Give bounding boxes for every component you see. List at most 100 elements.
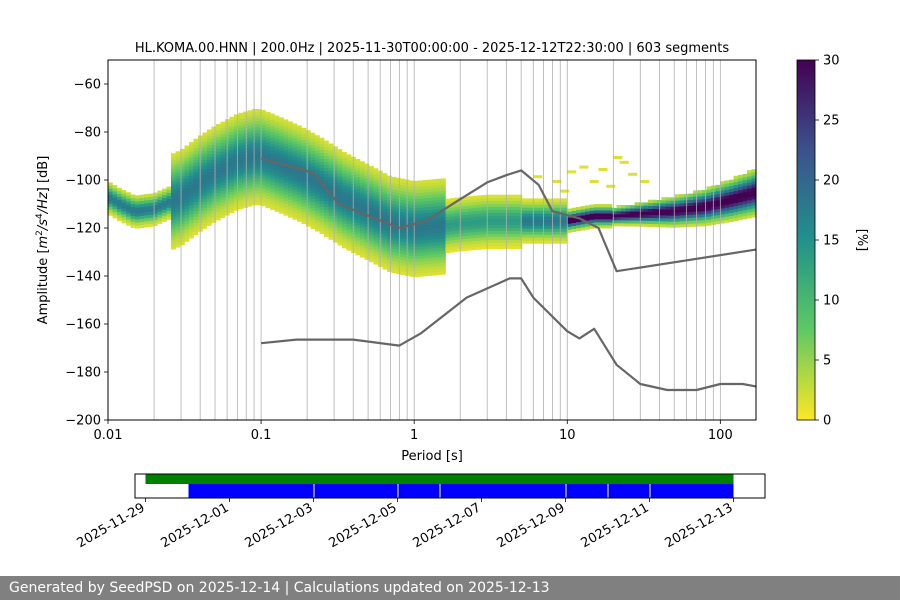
heatmap-cell <box>319 209 325 213</box>
heatmap-cell <box>697 202 703 206</box>
heatmap-cell <box>234 204 239 208</box>
heatmap-cell <box>396 204 401 209</box>
heatmap-cell <box>544 207 550 211</box>
heatmap-cell <box>355 189 361 193</box>
heatmap-cell <box>319 206 325 210</box>
heatmap-cell <box>409 243 415 247</box>
heatmap-cell <box>738 210 743 215</box>
colorbar-tick-label: 20 <box>823 174 840 189</box>
heatmap-cell <box>301 220 307 225</box>
heatmap-cell <box>279 186 284 190</box>
heatmap-cell <box>423 243 428 247</box>
heatmap-cell <box>477 237 482 241</box>
heatmap-cell <box>553 207 559 211</box>
heatmap-cell <box>508 209 514 213</box>
heatmap-cell <box>513 197 518 201</box>
heatmap-cell <box>382 266 388 270</box>
heatmap-cell <box>346 166 352 170</box>
heatmap-cell <box>702 214 707 218</box>
heatmap-cell <box>400 268 406 272</box>
heatmap-cell <box>414 258 419 263</box>
heatmap-cell <box>274 115 280 119</box>
heatmap-cell <box>216 187 221 191</box>
heatmap-cell <box>553 228 559 232</box>
heatmap-cell <box>459 248 464 252</box>
heatmap-cell <box>297 134 302 138</box>
heatmap-cell <box>193 168 199 172</box>
heatmap-cell <box>288 166 293 170</box>
heatmap-cell <box>729 197 734 201</box>
heatmap-cell <box>328 146 334 150</box>
heatmap-cell <box>441 214 446 218</box>
heatmap-cell <box>513 245 518 249</box>
heatmap-cell <box>256 118 262 122</box>
heatmap-cell <box>229 122 235 127</box>
heatmap-cell <box>333 152 338 156</box>
heatmap-cell <box>454 245 460 249</box>
heatmap-cell <box>427 233 433 237</box>
heatmap-cell <box>481 198 487 202</box>
heatmap-cell <box>477 204 482 208</box>
heatmap-cell <box>400 256 406 260</box>
heatmap-cell <box>342 221 347 225</box>
heatmap-cell <box>148 199 154 203</box>
heatmap-cell <box>508 194 514 198</box>
heatmap-cell <box>634 208 640 212</box>
heatmap-cell <box>643 217 649 221</box>
heatmap-cell <box>463 202 469 206</box>
heatmap-cell <box>117 196 122 201</box>
heatmap-cell <box>373 246 379 250</box>
heatmap-cell <box>265 123 271 128</box>
heatmap-cell <box>130 212 136 216</box>
heatmap-cell <box>450 222 455 226</box>
heatmap-cell <box>229 173 235 178</box>
heatmap-cell <box>382 173 388 177</box>
heatmap-cell <box>364 175 370 179</box>
heatmap-cell <box>211 147 217 151</box>
period-gridlines <box>153 60 721 420</box>
heatmap-cell <box>499 230 505 234</box>
heatmap-cell <box>342 233 347 237</box>
heatmap-cell <box>517 239 523 243</box>
heatmap-cell <box>526 237 532 241</box>
heatmap-cell <box>445 234 451 238</box>
heatmap-cell <box>450 201 455 205</box>
heatmap-cell <box>382 212 388 216</box>
heatmap-cell <box>648 223 653 227</box>
heatmap-cell <box>450 225 455 229</box>
heatmap-cell <box>229 167 235 172</box>
heatmap-cell <box>270 188 275 192</box>
heatmap-cell <box>477 240 482 244</box>
heatmap-cell <box>297 137 302 141</box>
heatmap-cell <box>175 181 181 185</box>
heatmap-cell <box>468 247 473 251</box>
heatmap-cell <box>571 210 577 214</box>
heatmap-cell <box>481 210 487 214</box>
heatmap-cell <box>274 157 280 161</box>
heatmap-cell <box>742 195 748 199</box>
heatmap-cell <box>369 177 374 182</box>
heatmap-cell <box>207 189 212 193</box>
heatmap-cell <box>189 154 194 158</box>
heatmap-cell <box>324 161 329 165</box>
heatmap-cell <box>342 170 347 174</box>
heatmap-cell <box>337 212 343 216</box>
heatmap-cell <box>297 185 302 189</box>
heatmap-cell <box>166 195 172 199</box>
heatmap-cell <box>130 203 136 207</box>
heatmap-cell <box>202 144 208 148</box>
heatmap-cell <box>729 191 734 195</box>
heatmap-cell <box>288 139 293 143</box>
heatmap-cell <box>450 237 455 241</box>
heatmap-cell <box>274 127 280 131</box>
heatmap-cell <box>180 220 185 225</box>
heatmap-cell <box>202 138 208 142</box>
heatmap-cell <box>301 145 307 150</box>
heatmap-cell <box>243 120 248 124</box>
heatmap-cell <box>567 223 572 227</box>
heatmap-cell <box>450 234 455 238</box>
heatmap-cell <box>189 190 194 194</box>
heatmap-cell <box>643 205 649 209</box>
heatmap-cell <box>265 165 271 170</box>
heatmap-cell <box>162 215 167 219</box>
